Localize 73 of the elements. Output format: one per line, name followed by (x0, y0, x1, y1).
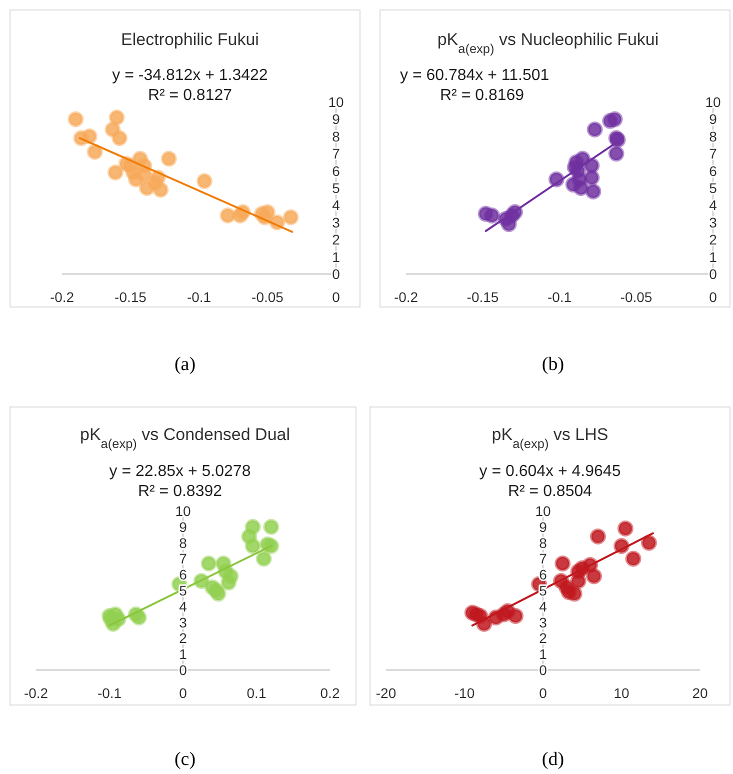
y-tick-label: 4 (539, 598, 548, 614)
y-tick-label: 6 (179, 566, 188, 583)
y-tick-label: 1 (332, 248, 340, 265)
y-tick-label: 0 (332, 266, 340, 282)
x-tick-label: -0.05 (252, 289, 284, 305)
chart-title: pK$_{a(exp)}$ vs LHS (492, 425, 608, 450)
text: R² = 0.8392 (138, 483, 222, 500)
chart-title: Electrophilic Fukui (121, 30, 259, 49)
text: y = 60.784x + 11.501 (400, 67, 550, 84)
x-tick-label: -0.2 (24, 685, 48, 701)
y-tick-label: 3 (539, 614, 548, 630)
y-tick-label: 10 (705, 94, 721, 110)
annotation: R² = 0.8169 (440, 87, 524, 104)
y-tick-label: 9 (539, 518, 548, 535)
y-tick-label: 3 (332, 214, 340, 230)
x-tick-label: 20 (692, 685, 708, 701)
x-tick-label: -0.05 (620, 289, 652, 305)
y-tick-label: 3 (709, 214, 718, 230)
x-tick-label: 0.2 (320, 685, 340, 701)
text: (b) (542, 354, 564, 375)
y-tick-label: 9 (332, 111, 340, 128)
y-tick-label: 8 (709, 128, 718, 144)
y-tick-label: 5 (332, 180, 340, 196)
text: (a) (174, 354, 196, 375)
y-tick-label: 8 (332, 128, 340, 144)
y-tick-label: 0 (179, 662, 188, 678)
y-tick-label: 0 (709, 266, 718, 282)
y-tick-label: 9 (709, 111, 718, 128)
annotation: R² = 0.8127 (148, 87, 232, 104)
text: y = 0.604x + 4.9645 (479, 463, 621, 480)
text: (d) (542, 749, 564, 770)
y-tick-label: 8 (539, 534, 548, 551)
y-tick-label: 1 (539, 646, 548, 662)
x-tick-label: 0.1 (246, 685, 266, 701)
x-tick-label: -20 (376, 685, 396, 701)
y-tick-label: 1 (179, 646, 188, 662)
y-tick-label: 7 (332, 146, 340, 162)
chart-title: pK$_{a(exp)}$ vs Nucleophilic Fukui (437, 30, 659, 56)
y-tick-label: 6 (332, 162, 340, 179)
text: y = 22.85x + 5.0278 (109, 463, 251, 480)
x-tick-label: -0.1 (97, 685, 122, 701)
y-tick-label: 0 (539, 662, 548, 678)
y-tick-label: 10 (328, 94, 344, 110)
y-tick-label: 2 (179, 630, 188, 646)
text: R² = 0.8504 (508, 483, 592, 500)
x-tick-label: -0.15 (114, 289, 147, 305)
y-tick-label: 5 (709, 180, 718, 196)
y-tick-label: 2 (709, 232, 718, 248)
y-tick-label: 7 (179, 550, 188, 567)
y-tick-label: 4 (179, 598, 188, 614)
x-tick-label: -0.1 (547, 289, 572, 305)
y-tick-label: 1 (709, 248, 718, 265)
text: y = -34.812x + 1.3422 (112, 67, 268, 84)
x-tick-label: -0.1 (186, 289, 212, 305)
y-tick-label: 10 (535, 503, 551, 519)
x-tick-label: 10 (614, 685, 630, 701)
x-tick-label: -0.2 (394, 289, 418, 305)
text: (c) (174, 749, 196, 770)
x-tick-label: -0.15 (466, 289, 499, 305)
chart-title: pK$_{a(exp)}$ vs Condensed Dual (80, 425, 290, 450)
y-tick-label: 8 (179, 534, 188, 551)
y-tick-label: 7 (709, 146, 718, 162)
y-tick-label: 9 (179, 518, 188, 535)
y-tick-label: 4 (709, 197, 718, 214)
x-tick-label: -0.2 (50, 289, 74, 305)
y-tick-label: 2 (332, 232, 340, 248)
y-tick-label: 4 (332, 197, 340, 214)
y-tick-label: 7 (539, 550, 548, 567)
y-tick-label: 6 (709, 162, 718, 179)
y-tick-label: 3 (179, 614, 188, 630)
y-tick-label: 10 (175, 503, 191, 519)
y-tick-label: 2 (539, 630, 548, 646)
x-tick-label: -10 (454, 685, 475, 701)
